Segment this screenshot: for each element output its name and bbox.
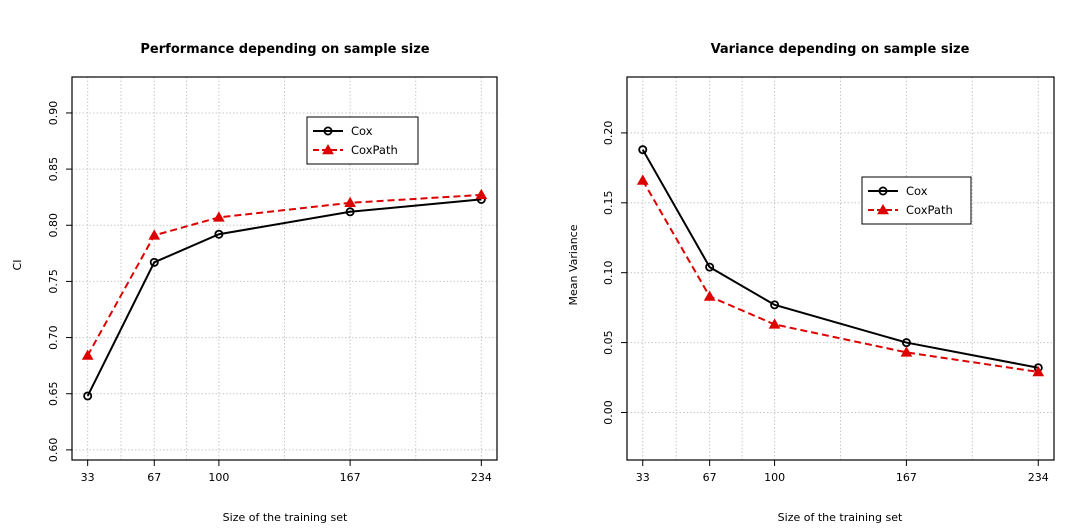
- data-point: [345, 207, 355, 217]
- data-point: [149, 257, 159, 267]
- legend-label: Cox: [351, 124, 373, 138]
- legend-label: Cox: [906, 184, 928, 198]
- data-point: [705, 262, 715, 272]
- x-tick-label: 167: [896, 471, 917, 484]
- x-tick-label: 67: [147, 471, 161, 484]
- data-point: [770, 300, 780, 310]
- data-point: [83, 391, 93, 401]
- y-tick-label: 0.80: [47, 213, 60, 238]
- chart-title: Variance depending on sample size: [711, 42, 970, 57]
- y-tick-label: 0.65: [47, 381, 60, 406]
- legend-box: [861, 176, 972, 225]
- series-line: [86, 198, 482, 397]
- chart-title: Performance depending on sample size: [140, 42, 429, 57]
- data-point: [148, 229, 161, 240]
- data-point: [475, 188, 488, 200]
- chart-performance: Performance depending on sample size 33 6…: [11, 42, 498, 524]
- data-point: [900, 346, 913, 357]
- legend-label: CoxPath: [351, 143, 398, 157]
- y-axis-label: CI: [11, 260, 24, 271]
- plot-frame: [626, 76, 1055, 461]
- y-tick-label: 0.90: [47, 101, 60, 126]
- data-point: [638, 145, 648, 155]
- y-tick-label: 0.15: [602, 191, 615, 216]
- legend-marker: [877, 203, 889, 215]
- x-axis-label: Size of the training set: [223, 511, 348, 524]
- y-tick-label: 0.20: [602, 121, 615, 146]
- plot-frame: [71, 76, 498, 461]
- data-point: [1032, 365, 1045, 377]
- legend-marker: [323, 126, 333, 136]
- y-tick-label: 0.00: [602, 400, 615, 425]
- legend-marker: [878, 186, 888, 196]
- y-tick-label: 0.60: [47, 438, 60, 463]
- data-point: [901, 338, 911, 348]
- data-point: [214, 229, 224, 239]
- y-tick-label: 0.05: [602, 330, 615, 355]
- x-tick-label: 100: [208, 471, 229, 484]
- x-tick-label: 67: [703, 471, 717, 484]
- x-tick-label: 234: [1028, 471, 1049, 484]
- legend-box: [306, 116, 419, 165]
- data-point: [636, 174, 649, 185]
- x-tick-label: 167: [340, 471, 361, 484]
- data-point: [213, 211, 225, 222]
- x-axis-label: Size of the training set: [778, 511, 903, 524]
- series-line: [641, 149, 1039, 369]
- data-point: [344, 196, 356, 208]
- data-point: [703, 290, 716, 301]
- data-point: [768, 318, 781, 329]
- x-tick-label: 33: [636, 471, 650, 484]
- x-tick-label: 100: [764, 471, 785, 484]
- x-tick-label: 33: [81, 471, 95, 484]
- data-point: [81, 349, 94, 360]
- y-axis-label: Mean Variance: [567, 224, 580, 305]
- plot-area: 33 67 100 167 234 0.60 0.65 0.70 0.75 0.80 0.85 0.9…: [47, 76, 498, 484]
- plot-area: 33 67 100 167 234 0.00 0.05 0.10 0.15 0.20 Cox CoxP…: [602, 76, 1055, 484]
- y-tick-label: 0.75: [47, 269, 60, 294]
- x-tick-label: 234: [471, 471, 492, 484]
- chart-variance: Variance depending on sample size 33 67 10…: [567, 42, 1055, 524]
- y-tick-label: 0.85: [47, 157, 60, 182]
- legend-marker: [322, 143, 334, 155]
- legend-label: CoxPath: [906, 203, 953, 217]
- y-tick-label: 0.10: [602, 260, 615, 285]
- y-tick-label: 0.70: [47, 325, 60, 350]
